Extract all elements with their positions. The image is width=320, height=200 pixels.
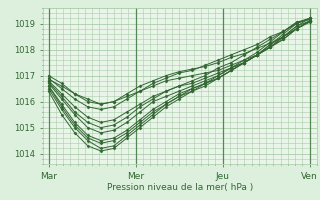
- X-axis label: Pression niveau de la mer( hPa ): Pression niveau de la mer( hPa ): [107, 183, 253, 192]
